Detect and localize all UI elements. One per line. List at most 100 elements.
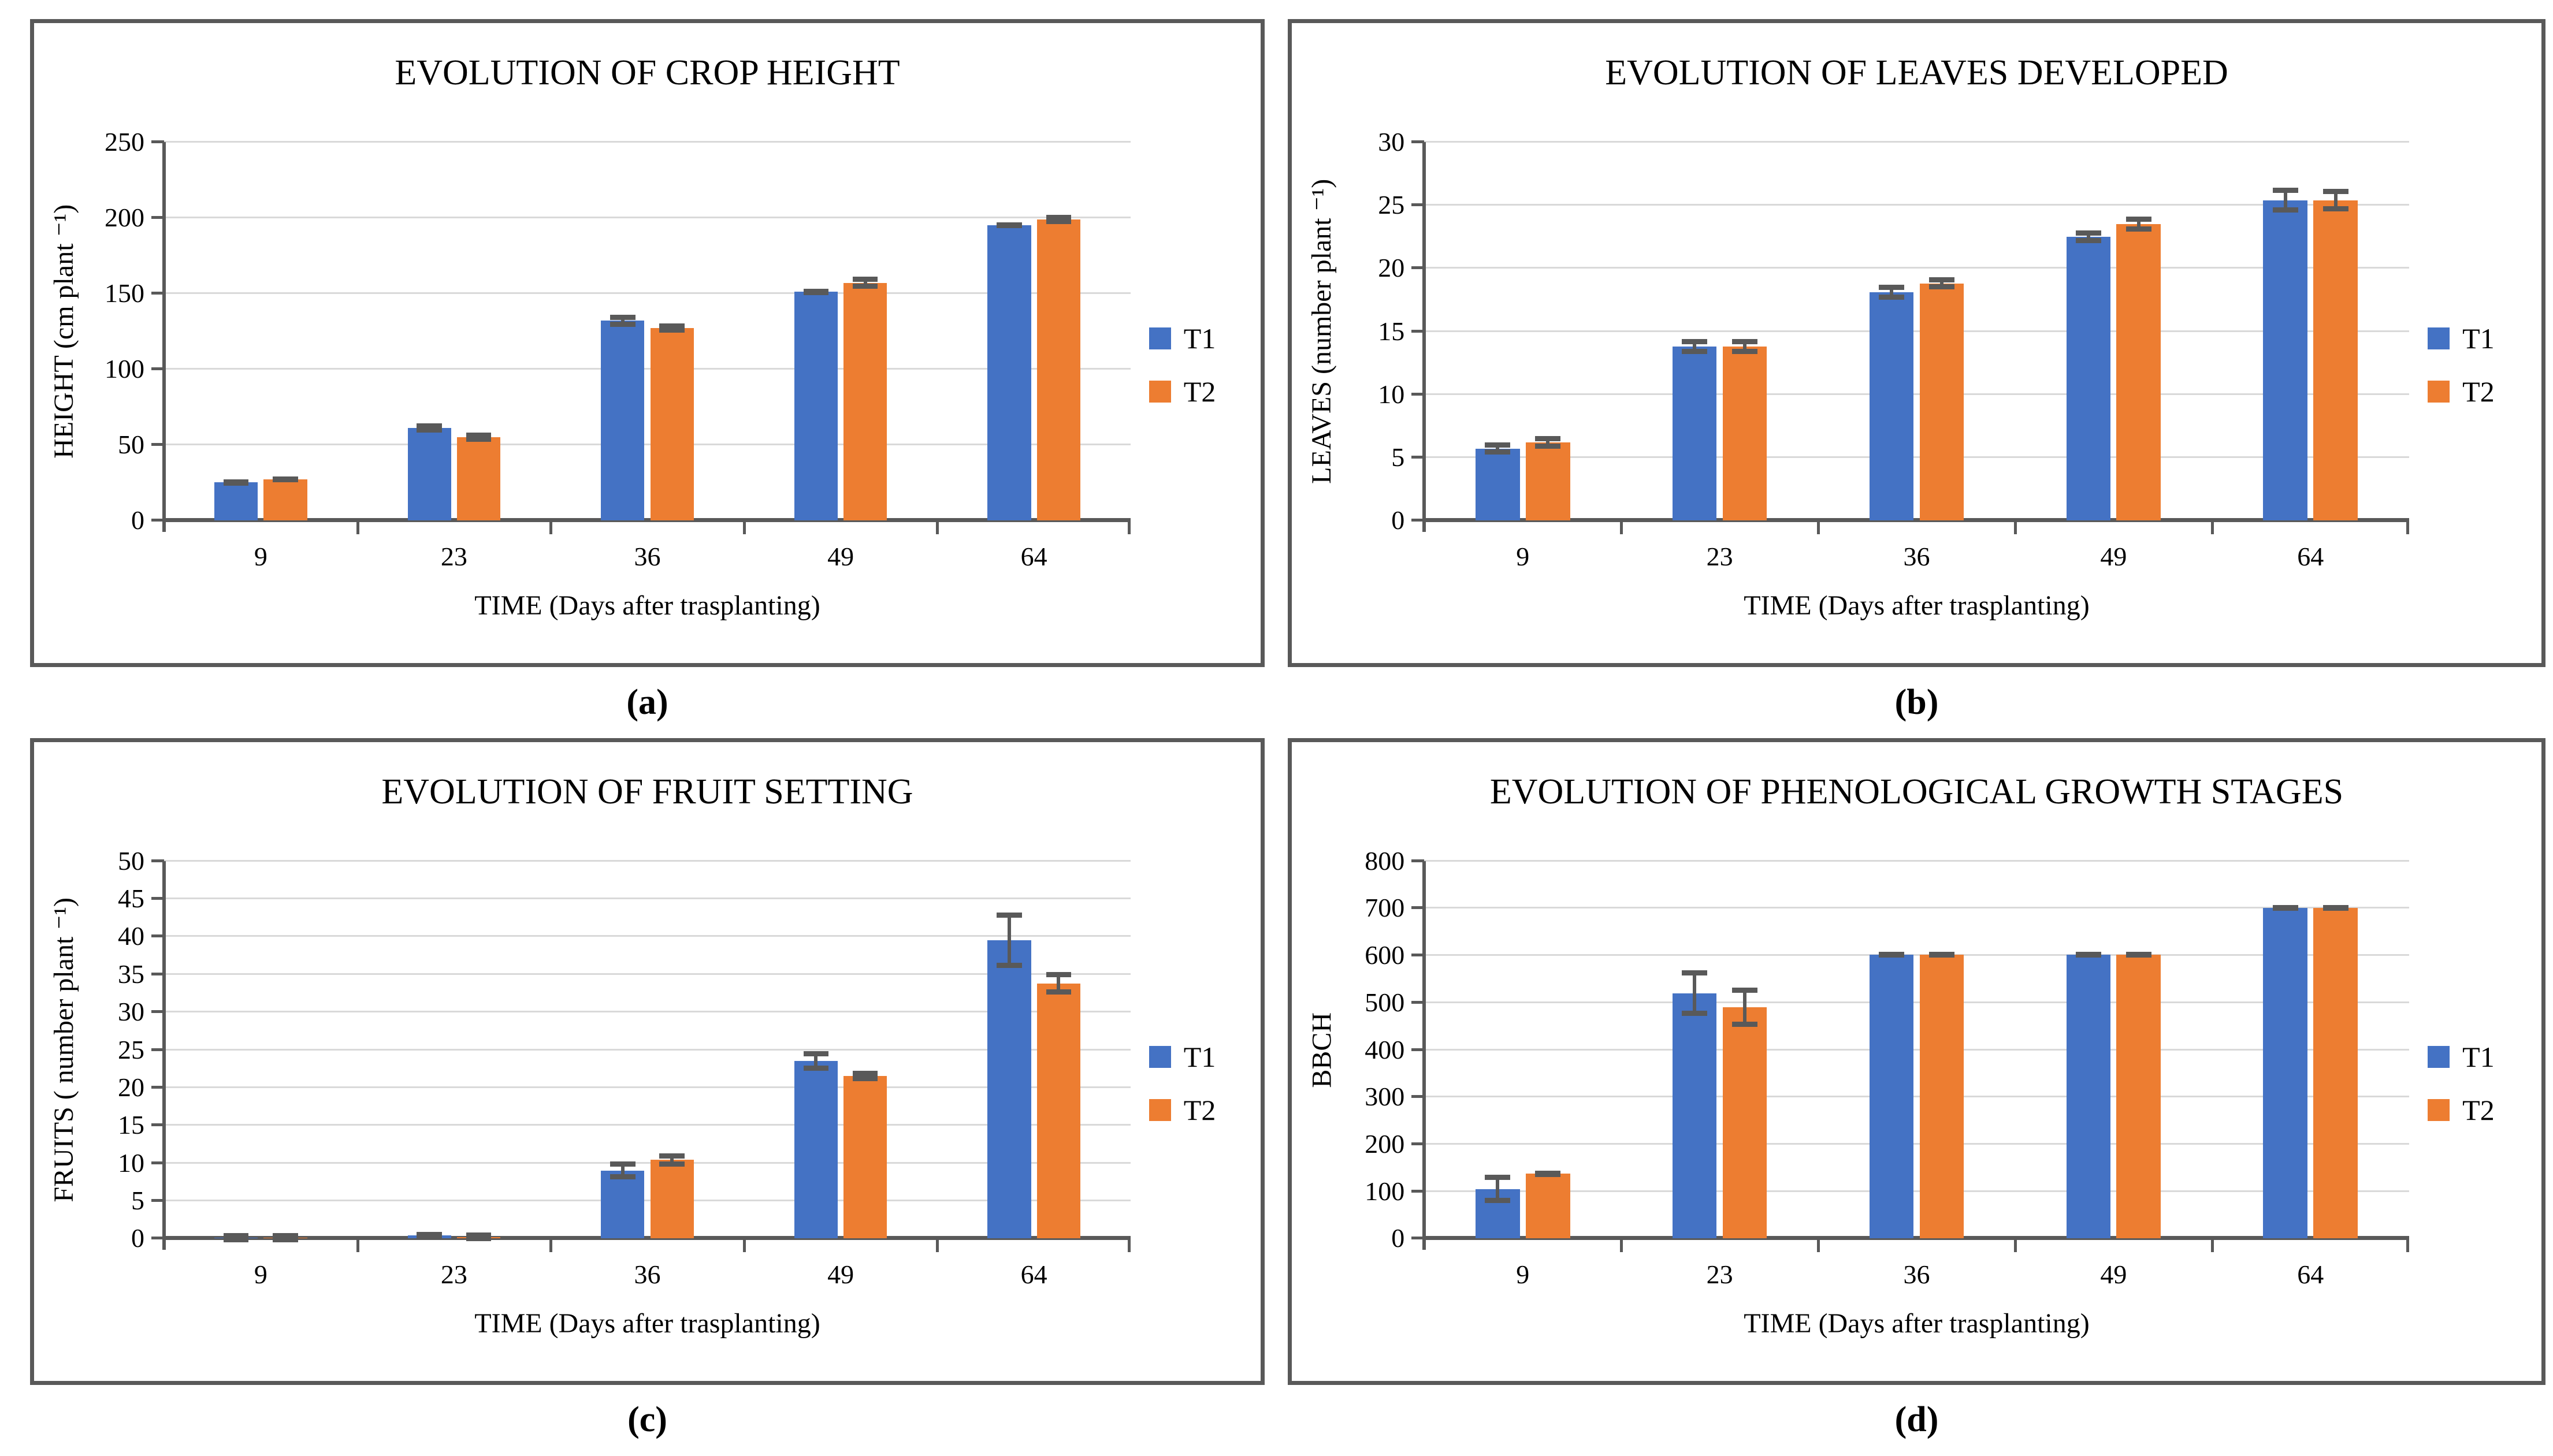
y-tick-label: 50 (118, 429, 145, 459)
error-bar-cap-bottom (273, 477, 298, 483)
legend-swatch-t2-icon (2428, 380, 2450, 403)
error-bar-cap-bottom (852, 284, 878, 289)
error-bar-t1-23 (1681, 338, 1708, 354)
bar-t1-49 (794, 1061, 838, 1239)
y-tick-mark (151, 1123, 165, 1127)
y-tick-label: 20 (118, 1072, 145, 1102)
legend-label: T1 (1183, 1040, 1216, 1073)
x-tick-label: 9 (1516, 541, 1530, 571)
y-tick-mark (1411, 954, 1425, 957)
x-tick-mark (742, 520, 746, 534)
gridline (1424, 1001, 2409, 1003)
bar-group-49 (2015, 861, 2212, 1239)
gridline (1424, 393, 2409, 395)
error-bar-cap-bottom (1878, 952, 1905, 958)
bar-t1-64 (2263, 200, 2308, 520)
chart-title: EVOLUTION OF PHENOLOGICAL GROWTH STAGES (1489, 772, 2344, 811)
bar-group-9 (1424, 142, 1621, 520)
bar-t1-64 (2263, 907, 2308, 1239)
error-bar-cap-top (852, 277, 878, 282)
gridline (1424, 456, 2409, 458)
bar-t2-23 (456, 437, 501, 520)
y-tick-label: 15 (118, 1110, 145, 1140)
y-tick-mark (151, 1199, 165, 1202)
error-bar-t2-9 (1535, 435, 1561, 449)
error-bar-cap-bottom (997, 223, 1022, 229)
bar-t2-9 (1525, 1174, 1570, 1239)
y-axis-title: BBCH (1306, 1012, 1337, 1088)
x-axis-title: TIME (Days after trasplanting) (1744, 1308, 2090, 1339)
error-bar-t1-36 (610, 314, 636, 327)
y-tick-label: 15 (1378, 316, 1405, 346)
error-bar-t2-64 (2322, 188, 2348, 212)
bar-t2-36 (650, 1160, 694, 1239)
x-tick-label: 64 (1020, 1260, 1047, 1290)
y-tick-label: 0 (1391, 1223, 1405, 1253)
y-tick-mark (1411, 392, 1425, 396)
error-bar-t2-64 (2322, 904, 2348, 911)
error-bar-cap-bottom (1485, 1198, 1511, 1204)
y-tick-label: 500 (1365, 987, 1405, 1017)
gridline (164, 973, 1131, 975)
bar-t2-9 (1525, 442, 1570, 520)
error-bar-t1-9 (1485, 1175, 1511, 1204)
error-bar-cap-top (1928, 277, 1955, 282)
y-axis-title: LEAVES (number plant ⁻¹) (1306, 178, 1337, 484)
error-bar-cap-bottom (852, 1076, 878, 1082)
bar-group-9 (164, 861, 358, 1242)
legend-label: T2 (1183, 1093, 1216, 1126)
gridline (1424, 859, 2409, 862)
y-axis-line (1422, 861, 1426, 1250)
bar-t1-23 (1672, 346, 1717, 520)
error-bar-cap-bottom (417, 1231, 442, 1237)
bar-t2-64 (1036, 983, 1080, 1239)
gridline (164, 217, 1131, 219)
gridline (1424, 954, 2409, 956)
legend-swatch-t1-icon (1149, 1045, 1171, 1068)
y-tick-label: 25 (1378, 190, 1405, 220)
error-bar-t2-23 (1731, 987, 1758, 1027)
error-bar-t1-9 (223, 1233, 249, 1242)
bar-group-49 (2015, 142, 2212, 520)
error-bar-cap-bottom (1681, 1010, 1708, 1016)
error-bar-t1-64 (997, 912, 1022, 969)
y-tick-label: 35 (118, 959, 145, 989)
error-bar-t2-64 (1046, 214, 1072, 224)
y-tick-label: 250 (105, 127, 145, 157)
bar-t2-49 (843, 282, 887, 520)
gridline (1424, 330, 2409, 332)
y-tick-mark (151, 859, 165, 862)
x-tick-label: 49 (2100, 1260, 2127, 1290)
caption-c: (c) (627, 1400, 667, 1439)
bar-group-36 (551, 142, 744, 520)
error-bar-cap-bottom (223, 480, 249, 486)
gridline (164, 292, 1131, 295)
error-bar-cap-top (1046, 214, 1072, 220)
y-tick-mark (151, 972, 165, 975)
error-bar-t2-9 (273, 1233, 298, 1242)
legend: T1 T2 (1149, 1042, 1216, 1124)
y-tick-label: 150 (105, 278, 145, 308)
gridline (1424, 267, 2409, 269)
gridline (164, 898, 1131, 900)
error-bar-cap-bottom (803, 289, 829, 295)
bar-t2-36 (1919, 955, 1964, 1239)
legend-item-t2: T2 (2428, 377, 2495, 406)
y-tick-mark (1411, 1000, 1425, 1004)
y-tick-mark (1411, 140, 1425, 144)
error-bar-cap-bottom (466, 436, 492, 442)
y-tick-mark (1411, 1142, 1425, 1145)
error-bar-cap-top (2075, 230, 2102, 236)
x-tick-label: 36 (634, 541, 661, 571)
error-bar-cap-bottom (2322, 905, 2348, 911)
legend-label: T2 (2462, 375, 2495, 408)
x-tick-label: 9 (254, 1260, 267, 1290)
plot-area: 0 5 10 15 20 25 30 35 40 45 50 9 23 36 49 64 TIME (Days … (118, 847, 1131, 1339)
x-tick-mark (742, 1238, 746, 1253)
legend: T1 T2 (2428, 324, 2495, 406)
error-bar-t1-23 (1681, 970, 1708, 1016)
error-bar-t2-64 (1046, 971, 1072, 995)
error-bar-cap-bottom (2322, 206, 2348, 212)
bar-t2-64 (2313, 200, 2358, 520)
bar-t1-64 (987, 225, 1031, 520)
